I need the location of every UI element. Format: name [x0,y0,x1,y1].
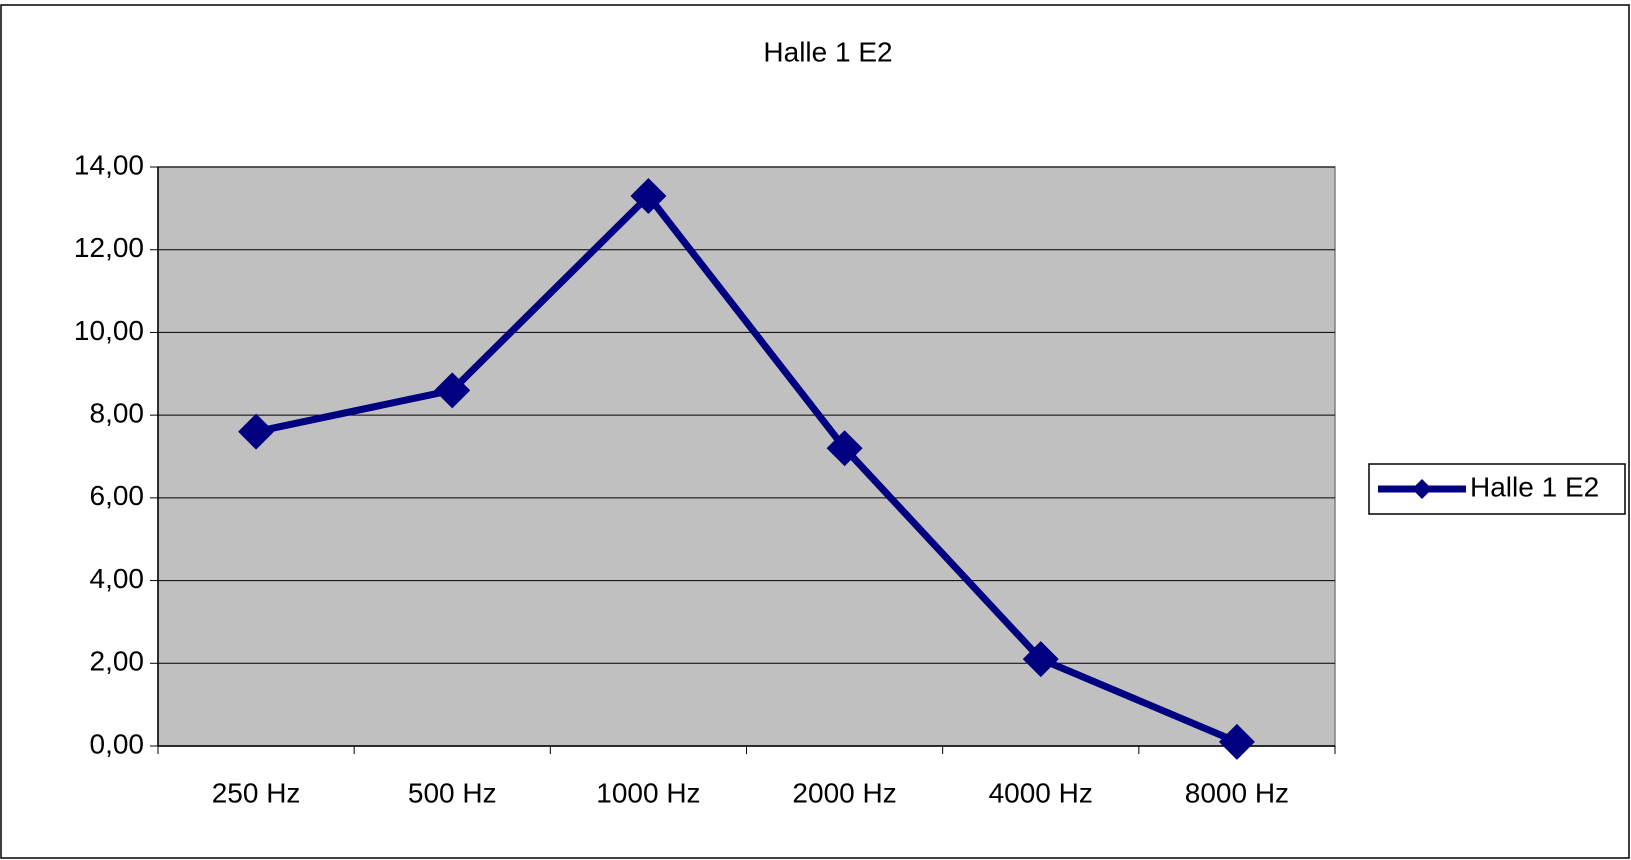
x-tick-label: 4000 Hz [989,777,1093,808]
y-tick-label: 8,00 [90,398,145,429]
y-tick-label: 12,00 [74,232,144,263]
y-tick-label: 14,00 [74,149,144,180]
chart-title: Halle 1 E2 [763,36,892,67]
data-point [826,430,863,467]
x-tick-label: 1000 Hz [596,777,700,808]
legend-label: Halle 1 E2 [1470,471,1599,502]
legend-marker [1412,479,1432,499]
data-point [238,413,275,450]
y-tick-label: 6,00 [90,480,145,511]
x-tick-label: 8000 Hz [1185,777,1289,808]
data-point [630,177,667,214]
x-tick-label: 250 Hz [212,777,301,808]
series-line [255,192,1239,746]
data-point [1218,723,1255,760]
x-tick-label: 2000 Hz [792,777,896,808]
y-tick-label: 4,00 [90,563,145,594]
data-point [1022,641,1059,678]
y-tick-label: 10,00 [74,315,144,346]
plot-area [157,166,1336,747]
y-tick-label: 0,00 [90,728,145,759]
data-point [434,372,471,409]
x-tick-label: 500 Hz [408,777,497,808]
y-tick-label: 2,00 [90,646,145,677]
